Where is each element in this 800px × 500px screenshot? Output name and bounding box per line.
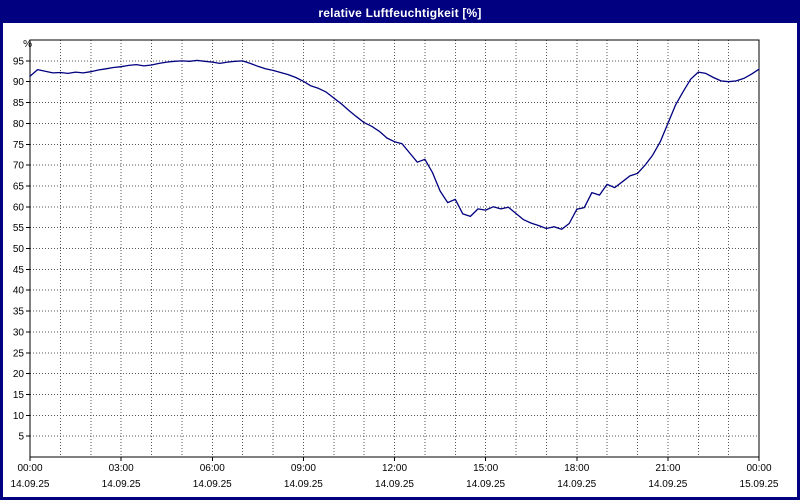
y-tick-label: 70 <box>13 161 25 172</box>
x-date-label: 14.09.25 <box>11 479 50 490</box>
x-tick-label: 03:00 <box>109 463 134 474</box>
x-tick-label: 09:00 <box>291 463 316 474</box>
window-title: relative Luftfeuchtigkeit [%] <box>318 6 482 20</box>
x-tick-label: 06:00 <box>200 463 225 474</box>
y-tick-label: 40 <box>13 286 25 297</box>
x-date-label: 14.09.25 <box>375 479 414 490</box>
y-tick-label: 25 <box>13 348 25 359</box>
x-date-label: 15.09.25 <box>740 479 779 490</box>
y-tick-label: 50 <box>13 244 25 255</box>
x-tick-label: 21:00 <box>655 463 680 474</box>
y-tick-label: 10 <box>13 411 25 422</box>
grid-lines <box>30 40 759 457</box>
x-date-label: 14.09.25 <box>102 479 141 490</box>
humidity-series-line <box>29 59 760 230</box>
x-date-label: 14.09.25 <box>284 479 323 490</box>
y-axis-labels: 5 10 15 20 25 30 35 40 45 50 55 60 65 70 75 80 85 90 95% <box>13 39 32 443</box>
x-date-label: 14.09.25 <box>193 479 232 490</box>
y-tick-label: 15 <box>13 390 25 401</box>
x-tick-label: 15:00 <box>473 463 498 474</box>
y-tick-label: 30 <box>13 327 25 338</box>
y-tick-label: 90 <box>13 77 25 88</box>
y-tick-label: 5 <box>18 432 24 443</box>
x-tick-label: 00:00 <box>17 463 42 474</box>
humidity-chart-svg: 5 10 15 20 25 30 35 40 45 50 55 60 65 70 75 80 85 90 95% 00… <box>11 39 779 490</box>
y-tick-label: 55 <box>13 223 25 234</box>
x-date-label: 14.09.25 <box>557 479 596 490</box>
title-bar: relative Luftfeuchtigkeit [%] <box>3 3 797 23</box>
x-axis-labels: 00:00 14.09.25 03:00 14.09.25 06:00 14.09.25 0… <box>11 457 779 490</box>
y-tick-label: 80 <box>13 119 25 130</box>
y-tick-label: 45 <box>13 265 25 276</box>
series-line <box>29 59 760 230</box>
y-axis-unit-label: % <box>23 39 32 50</box>
y-tick-label: 35 <box>13 307 25 318</box>
y-tick-label: 95 <box>13 56 25 67</box>
y-tick-label: 20 <box>13 369 25 380</box>
x-tick-label: 12:00 <box>382 463 407 474</box>
x-date-label: 14.09.25 <box>466 479 505 490</box>
y-tick-label: 60 <box>13 202 25 213</box>
x-tick-label: 00:00 <box>746 463 771 474</box>
y-tick-label: 85 <box>13 98 25 109</box>
y-tick-label: 65 <box>13 181 25 192</box>
chart-area: 5 10 15 20 25 30 35 40 45 50 55 60 65 70 75 80 85 90 95% 00… <box>3 23 797 497</box>
y-tick-label: 75 <box>13 140 25 151</box>
x-date-label: 14.09.25 <box>648 479 687 490</box>
x-tick-label: 18:00 <box>564 463 589 474</box>
